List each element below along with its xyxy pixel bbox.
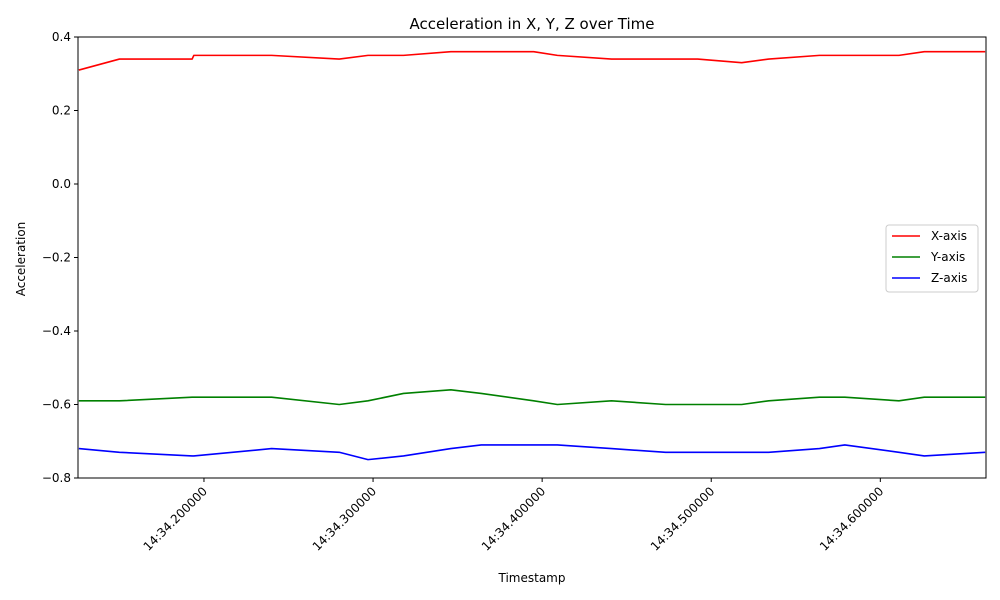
series-line-x-axis bbox=[78, 50, 986, 71]
plot-lines bbox=[78, 50, 986, 461]
legend-box bbox=[885, 224, 979, 293]
x-tick-label: 14:34.200000 bbox=[141, 484, 210, 553]
y-tick-label: −0.4 bbox=[42, 324, 71, 338]
y-tick-label: −0.2 bbox=[42, 251, 71, 265]
y-axis-label: Acceleration bbox=[14, 222, 28, 297]
series-line-y-axis bbox=[78, 388, 986, 406]
x-tick-label: 14:34.500000 bbox=[648, 484, 717, 553]
x-tick-label: 14:34.300000 bbox=[310, 484, 379, 553]
x-tick-label: 14:34.600000 bbox=[817, 484, 886, 553]
y-tick-label: 0.0 bbox=[52, 177, 71, 191]
legend-label-y-axis: Y-axis bbox=[930, 250, 965, 264]
x-axis-label: Timestamp bbox=[498, 571, 566, 585]
y-tick-label: −0.6 bbox=[42, 398, 71, 412]
plot-frame bbox=[77, 36, 987, 479]
y-axis: 0.4 0.2 0.0 −0.2 −0.4 −0.6 −0.8 bbox=[42, 30, 78, 485]
x-tick-label: 14:34.400000 bbox=[479, 484, 548, 553]
series-line-z-axis bbox=[78, 444, 986, 461]
x-axis: 14:34.200000 14:34.300000 14:34.400000 14:3… bbox=[141, 478, 886, 554]
legend-label-z-axis: Z-axis bbox=[931, 271, 967, 285]
y-tick-label: 0.2 bbox=[52, 104, 71, 118]
chart-title: Acceleration in X, Y, Z over Time bbox=[410, 15, 655, 33]
y-tick-label: 0.4 bbox=[52, 30, 71, 44]
y-tick-label: −0.8 bbox=[42, 471, 71, 485]
legend-label-x-axis: X-axis bbox=[931, 229, 967, 243]
legend: X-axis Y-axis Z-axis bbox=[885, 224, 979, 293]
